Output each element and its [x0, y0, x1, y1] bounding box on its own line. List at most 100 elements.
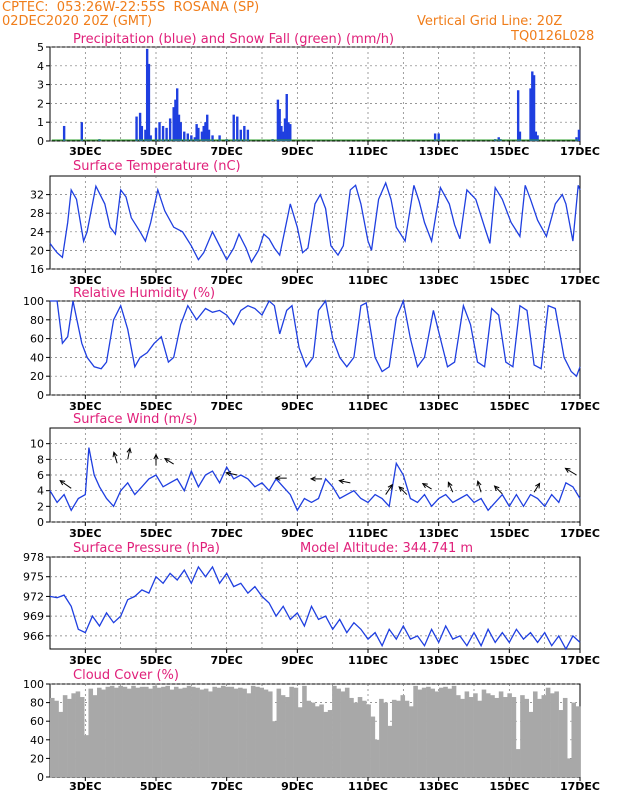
wind-arrow-icon	[398, 486, 408, 495]
precip-bar	[200, 131, 204, 141]
cloud-bar	[250, 685, 256, 777]
series-line	[50, 298, 581, 378]
wind-arrow-head-icon	[535, 482, 541, 489]
y-tick-label: 4	[37, 60, 44, 73]
x-tick-label: 11DEC	[348, 527, 388, 540]
cloud-bar	[267, 691, 273, 777]
cloud-bar	[293, 687, 299, 777]
x-tick-label: 11DEC	[348, 654, 388, 667]
cloud-bar	[233, 688, 239, 777]
cloud-bar	[122, 686, 128, 777]
x-tick-label: 5DEC	[140, 527, 172, 540]
cloud-bar	[503, 697, 508, 777]
cloud-bar	[417, 689, 423, 777]
cloud-bar	[357, 697, 363, 777]
cloud-bar	[473, 693, 478, 777]
precip-bar	[529, 88, 532, 141]
cloud-bar	[554, 691, 559, 777]
cloud-bar	[456, 695, 461, 777]
y-tick-label: 966	[23, 630, 44, 643]
x-tick-label: 17DEC	[560, 400, 600, 413]
cloud-bar	[135, 687, 141, 777]
wind-arrow-head-icon	[338, 478, 345, 485]
precip-bar	[531, 71, 534, 141]
precip-bar	[218, 135, 221, 141]
x-tick-label: 17DEC	[560, 274, 600, 287]
cloud-bar	[216, 687, 222, 777]
cloud-bar	[306, 700, 312, 777]
cloud-bar	[400, 695, 406, 777]
x-tick-label: 13DEC	[419, 527, 459, 540]
x-tick-label: 15DEC	[489, 145, 529, 158]
cloud-bar	[302, 685, 307, 777]
precip-bar	[158, 122, 161, 141]
x-tick-label: 13DEC	[419, 780, 459, 793]
panel-title: Precipitation (blue) and Snow Fall (gree…	[73, 32, 394, 47]
precip-bar	[174, 99, 177, 141]
cloud-bar	[54, 700, 59, 777]
cloud-bar	[186, 685, 192, 777]
x-tick-label: 3DEC	[69, 527, 101, 540]
precip-bar	[497, 137, 500, 141]
cloud-bar	[562, 697, 568, 777]
x-tick-label: 7DEC	[210, 274, 242, 287]
x-tick-label: 17DEC	[560, 145, 600, 158]
precip-bar	[516, 90, 520, 141]
cloud-bar	[156, 687, 162, 777]
panel-title: Surface Temperature (nC)	[73, 159, 241, 174]
cloud-bar	[391, 699, 397, 777]
y-tick-label: 10	[30, 438, 44, 451]
x-tick-label: 9DEC	[281, 780, 313, 793]
cloud-bar	[203, 688, 209, 777]
wind-arrow-icon	[164, 458, 174, 465]
x-tick-label: 13DEC	[419, 400, 459, 413]
wind-arrow-head-icon	[387, 483, 393, 490]
precip-bar	[138, 112, 142, 141]
wind-arrow-head-icon	[163, 457, 170, 464]
cloud-bar	[421, 687, 427, 777]
panel-5: 966 969 972 975 978 3DEC 5DEC 7DEC 9DEC 11DEC 13DE…	[23, 541, 600, 667]
panel-title: Surface Pressure (hPa)	[73, 541, 220, 556]
init-time-label: 02DEC2020 20Z (GMT)	[2, 14, 153, 29]
cloud-bar	[340, 691, 346, 777]
cloud-bar	[208, 691, 213, 777]
x-tick-label: 5DEC	[140, 274, 172, 287]
precip-bar	[437, 133, 440, 141]
precip-bar	[202, 125, 205, 141]
precip-bar	[204, 122, 207, 141]
cloud-bar	[485, 693, 491, 777]
precip-bar	[62, 125, 66, 141]
cloud-bar	[285, 697, 290, 777]
x-tick-label: 11DEC	[348, 145, 388, 158]
cloud-bar	[379, 698, 384, 777]
x-tick-label: 11DEC	[348, 274, 388, 287]
y-tick-label: 100	[23, 678, 44, 691]
x-tick-label: 5DEC	[140, 400, 172, 413]
cloud-bar	[229, 686, 235, 777]
x-tick-label: 17DEC	[560, 527, 600, 540]
y-tick-label: 20	[30, 370, 44, 383]
cloud-bar	[336, 688, 341, 777]
precip-bar	[140, 125, 144, 141]
y-tick-label: 0	[37, 771, 44, 784]
panel-6: 0 20 40 60 80 100 3DEC 5DEC 7DEC 9DEC 11DEC 13DEC 15…	[23, 668, 600, 793]
precip-bar	[433, 133, 437, 141]
wind-arrow-icon	[565, 467, 577, 476]
cloud-bar	[161, 686, 166, 777]
x-tick-label: 9DEC	[281, 145, 313, 158]
cloud-bar	[165, 685, 170, 777]
wind-arrow-icon	[226, 472, 238, 476]
cloud-bar	[443, 686, 448, 777]
x-tick-label: 15DEC	[489, 400, 529, 413]
precip-bar	[186, 133, 189, 141]
cloud-bar	[524, 698, 530, 777]
cloud-bar	[139, 686, 145, 777]
cloud-bar	[109, 685, 115, 777]
cloud-bar	[297, 707, 303, 777]
precip-bar	[276, 99, 280, 141]
x-tick-label: 5DEC	[140, 654, 172, 667]
precip-bar	[536, 135, 539, 141]
cloud-bar	[481, 689, 487, 777]
cloud-bar	[105, 686, 111, 777]
wind-arrow-icon	[422, 483, 432, 490]
